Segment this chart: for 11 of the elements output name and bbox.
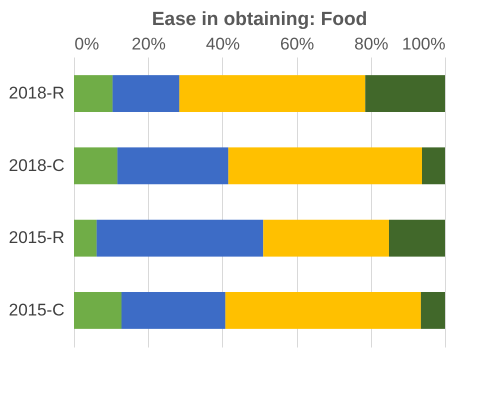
y-tick-label: 2018-R (8, 84, 64, 103)
x-tick-label: 20% (132, 34, 166, 54)
y-tick-label: 2015-C (8, 300, 64, 320)
chart-title: Ease in obtaining: Food (152, 9, 368, 30)
x-tick-label: 40% (206, 34, 240, 54)
x-tick-label: 100% (402, 34, 446, 54)
y-tick-label: 2015-R (8, 228, 64, 248)
x-tick-label: 80% (354, 34, 388, 54)
y-tick-label: 2018-C (8, 156, 64, 175)
x-tick-label: 0% (74, 34, 100, 54)
x-tick-label: 60% (280, 34, 314, 54)
